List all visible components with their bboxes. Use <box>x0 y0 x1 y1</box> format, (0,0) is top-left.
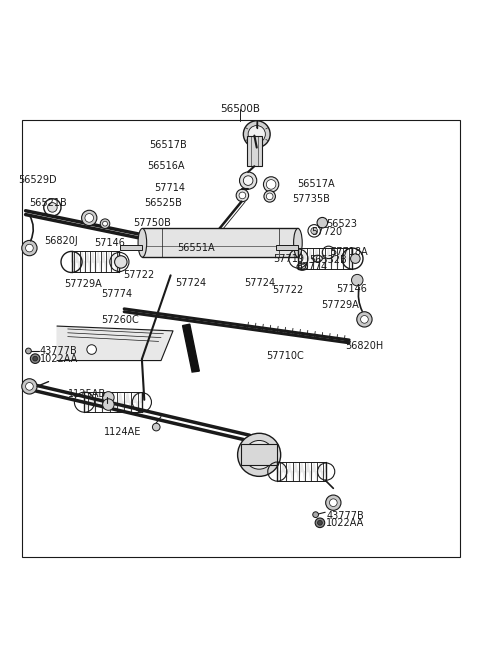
Circle shape <box>239 192 246 199</box>
Circle shape <box>87 345 96 354</box>
Text: 57729A: 57729A <box>322 300 359 310</box>
Circle shape <box>100 219 110 228</box>
Ellipse shape <box>294 228 302 257</box>
Bar <box>120 245 143 249</box>
Ellipse shape <box>297 263 308 270</box>
Text: 1022AA: 1022AA <box>40 354 78 363</box>
Circle shape <box>240 172 257 189</box>
Text: 57774: 57774 <box>297 262 328 272</box>
Circle shape <box>103 392 114 403</box>
Circle shape <box>85 214 94 222</box>
Polygon shape <box>182 324 199 372</box>
Circle shape <box>264 176 279 192</box>
Text: 57724: 57724 <box>175 277 206 287</box>
Circle shape <box>253 449 265 461</box>
Text: 56517A: 56517A <box>298 180 335 190</box>
Circle shape <box>115 256 127 268</box>
Polygon shape <box>57 326 173 361</box>
Circle shape <box>153 423 160 431</box>
Polygon shape <box>84 392 142 412</box>
Circle shape <box>315 518 324 527</box>
Circle shape <box>350 254 360 264</box>
Text: 57720: 57720 <box>311 227 342 237</box>
Circle shape <box>206 240 221 255</box>
Circle shape <box>48 203 57 212</box>
Bar <box>241 444 277 465</box>
Circle shape <box>30 354 40 363</box>
Circle shape <box>238 434 281 476</box>
Text: 1124AE: 1124AE <box>104 427 141 438</box>
Circle shape <box>248 125 265 143</box>
Text: 1022AA: 1022AA <box>326 518 364 528</box>
Polygon shape <box>277 462 326 481</box>
Text: 57719: 57719 <box>274 254 304 264</box>
Text: 57718A: 57718A <box>330 247 368 257</box>
Circle shape <box>266 193 273 199</box>
Bar <box>143 228 298 257</box>
Circle shape <box>325 495 341 510</box>
Text: 56500B: 56500B <box>220 104 260 113</box>
Text: 57146: 57146 <box>94 238 125 248</box>
Bar <box>276 245 298 249</box>
Text: 56516A: 56516A <box>147 161 185 171</box>
Circle shape <box>313 512 319 518</box>
Circle shape <box>236 189 249 201</box>
Circle shape <box>22 240 37 256</box>
Circle shape <box>266 180 276 189</box>
Text: 57722: 57722 <box>273 285 304 295</box>
Circle shape <box>243 176 253 186</box>
Text: 57710C: 57710C <box>266 351 304 361</box>
Text: 56525B: 56525B <box>144 197 181 207</box>
Text: 56551A: 56551A <box>177 243 215 253</box>
Circle shape <box>245 440 274 469</box>
Text: 57260C: 57260C <box>101 316 139 325</box>
Text: 56517B: 56517B <box>150 140 187 150</box>
Text: 57735B: 57735B <box>293 194 331 204</box>
Polygon shape <box>72 251 120 272</box>
Circle shape <box>25 382 33 390</box>
Circle shape <box>351 274 363 286</box>
Text: 57714: 57714 <box>154 183 185 193</box>
Circle shape <box>82 211 97 226</box>
Circle shape <box>243 121 270 148</box>
Circle shape <box>33 356 37 361</box>
Text: 43777B: 43777B <box>40 346 78 356</box>
Circle shape <box>210 244 217 251</box>
Circle shape <box>357 312 372 327</box>
Text: 56529D: 56529D <box>19 174 57 184</box>
Text: 56820J: 56820J <box>44 236 77 246</box>
Text: 57750B: 57750B <box>133 218 170 228</box>
Bar <box>247 136 262 166</box>
Text: 56820H: 56820H <box>345 341 384 351</box>
Text: 43777B: 43777B <box>326 510 364 521</box>
Circle shape <box>25 244 33 252</box>
Text: 56532B: 56532B <box>310 255 347 264</box>
Text: 57724: 57724 <box>244 277 275 287</box>
Circle shape <box>311 228 318 234</box>
Circle shape <box>360 316 368 323</box>
Ellipse shape <box>299 264 306 269</box>
Circle shape <box>103 221 108 226</box>
Circle shape <box>25 348 31 354</box>
Circle shape <box>264 191 276 202</box>
Polygon shape <box>299 248 352 269</box>
Text: 57722: 57722 <box>123 270 154 280</box>
Text: 56523: 56523 <box>326 219 357 229</box>
Circle shape <box>329 499 337 506</box>
Text: 56521B: 56521B <box>29 197 67 207</box>
Circle shape <box>103 399 114 410</box>
Circle shape <box>318 520 323 525</box>
Text: 57729A: 57729A <box>64 279 102 289</box>
Ellipse shape <box>138 228 147 257</box>
Text: 57146: 57146 <box>336 284 367 294</box>
Circle shape <box>317 217 327 228</box>
Circle shape <box>22 379 37 394</box>
Text: 1125AB: 1125AB <box>68 389 106 399</box>
Text: 57774: 57774 <box>101 289 132 298</box>
